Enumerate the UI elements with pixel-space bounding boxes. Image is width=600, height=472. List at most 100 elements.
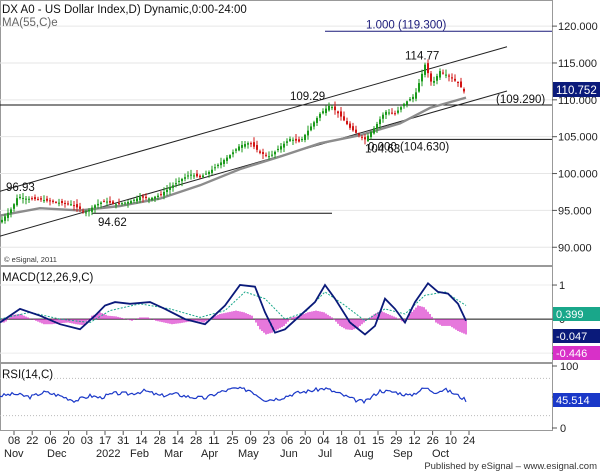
x-tick-label: 06	[44, 435, 56, 447]
macd-title: MACD(12,26,9,C)	[2, 272, 94, 284]
candle-body	[250, 143, 252, 145]
candle-body	[346, 121, 348, 125]
candle-body	[43, 200, 45, 202]
candle-body	[19, 196, 21, 198]
candle-body	[460, 81, 462, 88]
candle-body	[244, 144, 246, 147]
candle-body	[127, 201, 129, 204]
candle-body	[418, 83, 420, 92]
candle-body	[304, 134, 306, 140]
macd-value-label-bg	[553, 329, 600, 343]
candle-body	[151, 197, 153, 200]
x-tick-label: 28	[190, 435, 202, 447]
candle-body	[388, 112, 390, 114]
chart-title: DX A0 - US Dollar Index,D) Dynamic,0:00-…	[2, 4, 247, 16]
price-y-ticks: 120.000 115.000 110.000 105.000 100.000 95.00…	[552, 21, 598, 254]
candle-body	[442, 72, 444, 74]
candle-body	[4, 216, 6, 221]
candle-body	[364, 137, 366, 140]
x-tick-label: 18	[336, 435, 348, 447]
x-month-label: Feb	[130, 448, 149, 460]
candle-body	[196, 173, 198, 177]
candle-body	[337, 111, 339, 114]
candle-body	[142, 196, 144, 198]
x-month-label: Apr	[201, 448, 218, 460]
macd-tick-label: 1	[559, 280, 565, 292]
level-label: 0.000 (104.630)	[368, 141, 449, 153]
x-month-label: Sep	[393, 448, 413, 460]
candle-body	[358, 133, 360, 136]
x-month-label: Nov	[4, 448, 24, 460]
candle-body	[13, 204, 15, 209]
price-tick-label: 90.000	[558, 242, 592, 254]
x-month-label: May	[238, 448, 259, 460]
candle-body	[286, 141, 288, 143]
rsi-path	[0, 386, 467, 405]
candle-body	[256, 145, 258, 150]
x-month-label: Jun	[280, 448, 298, 460]
candle-body	[76, 204, 78, 208]
price-tick-label: 120.000	[558, 21, 598, 33]
candle-body	[67, 203, 69, 205]
level-label: (109.290)	[496, 94, 545, 106]
x-tick-label: 17	[99, 435, 111, 447]
x-tick-label: 20	[63, 435, 75, 447]
x-month-label: Oct	[432, 448, 449, 460]
candle-body	[409, 99, 411, 101]
candle-body	[331, 107, 333, 109]
price-tick-label: 95.000	[558, 205, 592, 217]
candle-body	[271, 154, 273, 156]
macd-hist-label: -0.446	[556, 348, 587, 360]
candle-body	[343, 116, 345, 121]
x-tick-label: 20	[299, 435, 311, 447]
candle-body	[457, 82, 459, 84]
x-month-label: Dec	[47, 448, 67, 460]
candle-body	[205, 173, 207, 175]
candle-body	[61, 201, 63, 203]
candle-body	[274, 151, 276, 155]
candle-body	[166, 189, 168, 192]
candle-body	[430, 73, 432, 82]
candle-body	[367, 135, 369, 141]
channel-line	[0, 90, 508, 237]
candle-body	[52, 200, 54, 202]
x-month-label: Jul	[318, 448, 332, 460]
x-tick-label: 24	[463, 435, 475, 447]
x-tick-label: 03	[81, 435, 93, 447]
x-tick-label: 06	[281, 435, 293, 447]
x-tick-label: 08	[8, 435, 20, 447]
candle-body	[220, 162, 222, 166]
candle-body	[91, 207, 93, 212]
candle-body	[82, 210, 84, 212]
x-tick-label: 11	[208, 435, 219, 447]
candle-body	[397, 110, 399, 113]
x-tick-label: 29	[390, 435, 402, 447]
candle-body	[406, 101, 408, 105]
ma-legend: MA(55,C)e	[2, 17, 58, 29]
candle-body	[307, 130, 309, 136]
candle-body	[28, 198, 30, 200]
x-tick-label: 15	[372, 435, 384, 447]
candle-body	[394, 113, 396, 115]
candle-body	[283, 143, 285, 148]
candle-body	[400, 107, 402, 110]
candle-body	[352, 126, 354, 131]
candle-body	[187, 175, 189, 177]
candle-body	[49, 200, 51, 202]
candle-body	[289, 138, 291, 141]
candle-body	[313, 122, 315, 127]
x-month-label: Aug	[354, 448, 374, 460]
candle-body	[190, 174, 192, 176]
candle-body	[118, 203, 120, 205]
candle-body	[448, 75, 450, 77]
candle-body	[148, 198, 150, 200]
candle-body	[121, 203, 123, 205]
candle-body	[433, 81, 435, 83]
candle-body	[310, 126, 312, 131]
candle-body	[229, 155, 231, 159]
last-price-bg	[553, 82, 600, 97]
candle-body	[163, 191, 165, 196]
candle-body	[454, 78, 456, 81]
x-tick-label: 28	[154, 435, 166, 447]
candle-body	[79, 206, 81, 209]
